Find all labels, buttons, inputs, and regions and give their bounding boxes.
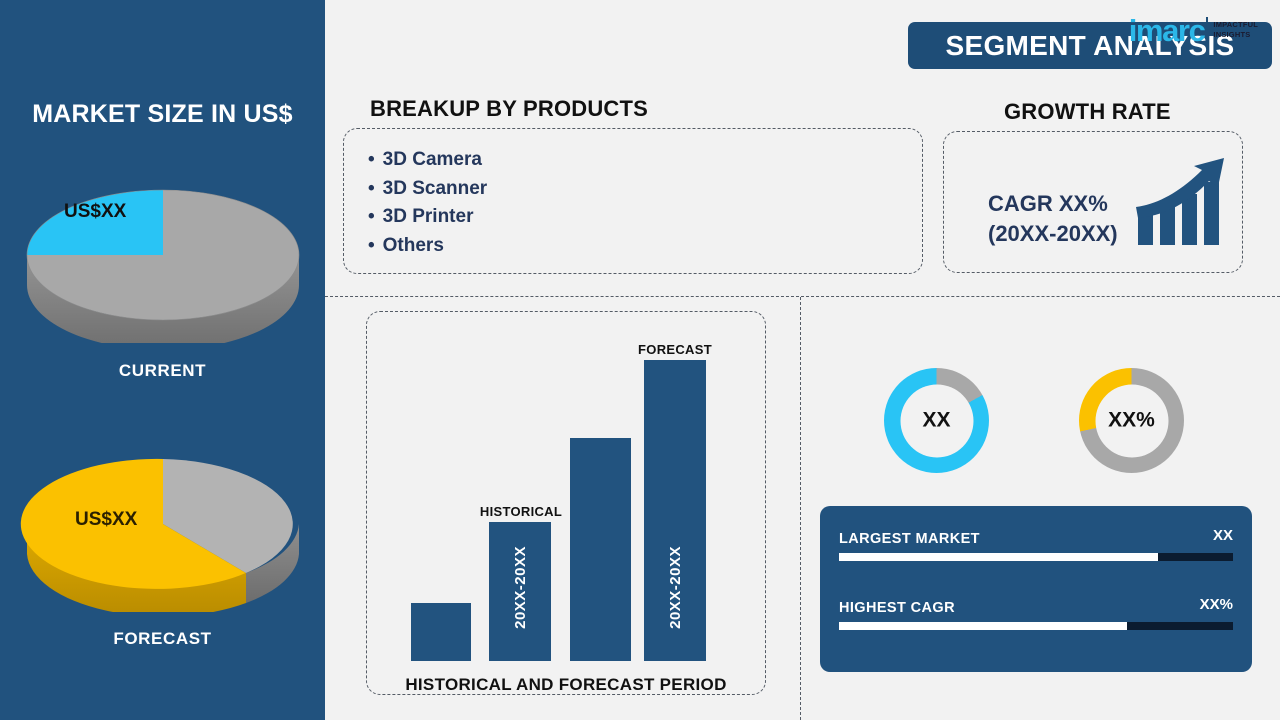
stat-label: LARGEST MARKET — [839, 531, 980, 547]
breakup-box: 3D Camera 3D Scanner 3D Printer Others — [343, 128, 923, 274]
stat-progress-track — [839, 553, 1233, 561]
vertical-divider — [800, 297, 801, 720]
page-title-text: SEGMENT ANALYSIS — [945, 29, 1235, 61]
donut-2-value: XX% — [1095, 384, 1168, 457]
donut-1-value: XX — [900, 384, 973, 457]
bar-4-top-label: FORECAST — [638, 342, 712, 357]
header-section: SEGMENT ANALYSIS imarc IMPACTFUL INSIGHT… — [325, 0, 1280, 297]
imarc-logo: imarc IMPACTFUL INSIGHTS — [1129, 12, 1258, 48]
logo-tagline-line2: INSIGHTS — [1213, 30, 1251, 39]
stat-progress-track — [839, 622, 1233, 630]
cagr-text: CAGR XX% (20XX-20XX) — [988, 189, 1118, 249]
donut-chart-1: XX — [884, 368, 989, 473]
stat-row-largest-market: LARGEST MARKET XX — [839, 527, 1233, 561]
market-size-title: MARKET SIZE IN US$ — [32, 100, 293, 128]
forecast-pie-chart: US$XX — [0, 437, 325, 617]
logo-wordmark: imarc — [1128, 12, 1206, 48]
period-bar-chart-box: 20XX-20XX HISTORICAL 20XX-20XX FORECAST — [366, 311, 766, 695]
stat-row-highest-cagr: HIGHEST CAGR XX% — [839, 596, 1233, 630]
growth-arrow-chart-icon — [1136, 158, 1224, 245]
list-item: 3D Scanner — [368, 175, 488, 204]
growth-box: CAGR XX% (20XX-20XX) — [943, 131, 1243, 273]
bar-3 — [570, 438, 631, 661]
bar-2-top-label: HISTORICAL — [479, 504, 563, 519]
page-title: SEGMENT ANALYSIS — [908, 22, 1272, 69]
logo-divider — [1206, 17, 1209, 43]
cagr-line2: (20XX-20XX) — [988, 221, 1118, 246]
bar-chart-axis-label: HISTORICAL AND FORECAST PERIOD — [405, 675, 727, 694]
stat-label: HIGHEST CAGR — [839, 600, 955, 616]
horizontal-divider — [325, 296, 1280, 297]
list-item: Others — [368, 232, 487, 261]
breakup-list: 3D Camera 3D Scanner 3D Printer Others — [368, 146, 488, 261]
market-size-panel: MARKET SIZE IN US$ US$XX CURRENT — [0, 0, 325, 720]
logo-tagline-line1: IMPACTFUL — [1213, 19, 1258, 29]
bar-4: 20XX-20XX — [644, 360, 706, 661]
breakup-heading: BREAKUP BY PRODUCTS — [370, 96, 649, 121]
market-stats-panel: LARGEST MARKET XX HIGHEST CAGR XX% — [820, 506, 1252, 672]
current-pie-caption: CURRENT — [118, 361, 207, 380]
forecast-pie-graphic — [20, 458, 299, 612]
forecast-pie-value: US$XX — [75, 509, 138, 530]
bar-2: 20XX-20XX — [489, 522, 551, 661]
bar-2-label: 20XX-20XX — [512, 546, 529, 629]
list-item: 3D Camera — [368, 146, 487, 175]
stat-value: XX — [1212, 527, 1233, 544]
stat-progress-fill — [839, 553, 1159, 561]
stat-progress-fill — [839, 622, 1127, 630]
logo-tagline: IMPACTFUL INSIGHTS — [1213, 20, 1258, 40]
stat-value: XX% — [1199, 596, 1233, 613]
growth-heading: GROWTH RATE — [1004, 99, 1171, 124]
bar-1 — [411, 603, 471, 661]
current-pie-value: US$XX — [64, 201, 127, 222]
donut-chart-2: XX% — [1079, 368, 1184, 473]
forecast-pie-caption: FORECAST — [113, 629, 212, 648]
list-item: 3D Printer — [368, 203, 487, 232]
cagr-line1: CAGR XX% — [988, 191, 1108, 216]
bar-4-label: 20XX-20XX — [667, 546, 684, 629]
current-pie-graphic — [26, 189, 299, 343]
current-pie-chart: US$XX — [0, 168, 325, 348]
